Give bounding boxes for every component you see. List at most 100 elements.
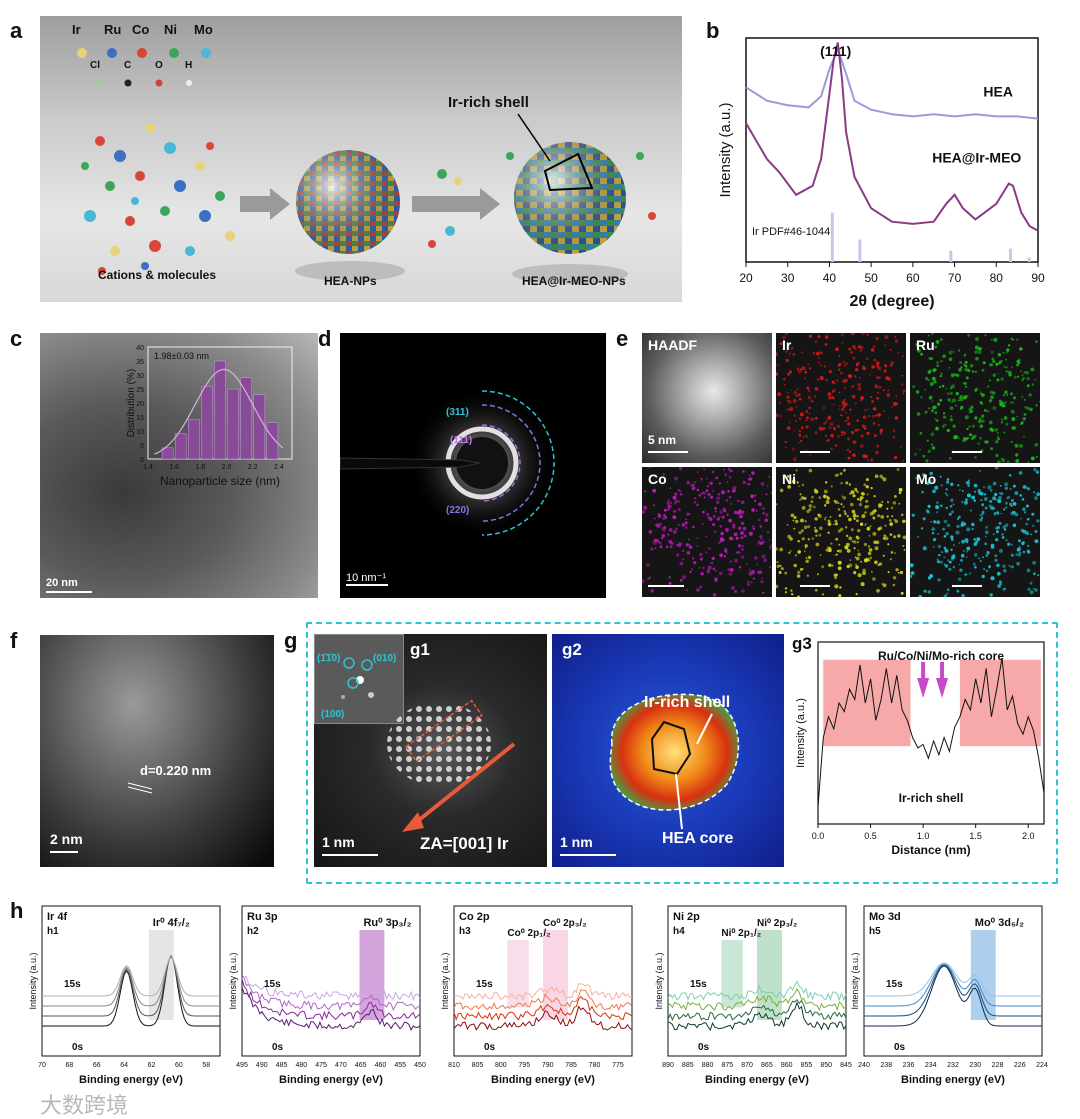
eds-dot xyxy=(866,493,869,496)
eds-dot xyxy=(719,510,723,514)
eds-dot xyxy=(1025,504,1029,508)
eds-dot xyxy=(855,535,859,539)
hist-xtick: 1.6 xyxy=(169,464,179,471)
heatmap-image-g2: g2 Ir-rich shell HEA core 1 nm xyxy=(552,634,784,867)
eds-dot xyxy=(873,509,877,513)
eds-dot xyxy=(945,532,949,536)
eds-dot xyxy=(828,396,832,400)
xps-peak-box-2 xyxy=(721,940,743,1008)
eds-dot xyxy=(659,545,663,549)
eds-dot xyxy=(660,537,664,540)
eds-dot xyxy=(723,555,727,558)
xps-peak-b-label: Co⁰ 2p₃/₂ xyxy=(543,918,587,929)
eds-dot xyxy=(960,559,963,562)
xps-tick-label: 805 xyxy=(472,1062,484,1069)
eds-dot xyxy=(943,563,946,566)
eds-dot xyxy=(793,390,797,395)
eds-dot xyxy=(832,381,835,384)
eds-dot xyxy=(805,557,808,559)
eds-dot xyxy=(986,440,989,444)
eds-dot xyxy=(748,569,751,571)
eds-dot xyxy=(700,572,704,576)
eds-dot xyxy=(1029,590,1034,595)
eds-dot xyxy=(852,494,856,498)
eds-dot xyxy=(937,532,939,535)
eds-dot xyxy=(706,485,709,488)
eds-dot xyxy=(1009,487,1012,491)
eds-dot xyxy=(718,482,721,485)
eds-dot xyxy=(893,455,898,460)
eds-dot xyxy=(1016,363,1019,367)
xps-xlabel: Binding energy (eV) xyxy=(705,1074,809,1086)
synthesis-scheme xyxy=(77,48,656,284)
eds-dot xyxy=(897,572,900,574)
eds-scale-label: 5 nm xyxy=(648,433,677,447)
xps-spectrum xyxy=(42,954,220,1027)
eds-dot xyxy=(1001,360,1003,362)
eds-dot xyxy=(818,357,820,359)
eds-dot xyxy=(958,437,961,440)
eds-dot xyxy=(644,490,647,493)
eds-dot xyxy=(857,345,861,349)
eds-dot xyxy=(982,556,984,559)
eds-dot xyxy=(867,551,872,556)
eds-dot xyxy=(825,481,828,484)
xps-spectrum xyxy=(453,995,633,1021)
eds-dot xyxy=(800,529,804,533)
eds-dot xyxy=(1011,338,1014,341)
eds-dot xyxy=(974,388,978,392)
eds-dot xyxy=(688,543,691,546)
eds-dot xyxy=(696,503,699,507)
eds-dot xyxy=(728,496,732,499)
eds-dot xyxy=(700,477,704,481)
eds-dot xyxy=(973,553,978,557)
eds-dot xyxy=(682,575,686,580)
eds-dot xyxy=(797,393,801,397)
eds-dot xyxy=(755,509,758,512)
g3-tick-label: 0.5 xyxy=(864,831,877,841)
eds-dot xyxy=(1018,539,1021,543)
eds-dot xyxy=(845,411,847,414)
eds-dot xyxy=(652,488,657,493)
eds-dot xyxy=(1026,549,1030,553)
eds-dot xyxy=(791,593,794,596)
panel-f-label: f xyxy=(10,628,18,653)
eds-dot xyxy=(886,507,889,510)
eds-dot xyxy=(734,590,737,593)
eds-dot xyxy=(969,433,973,437)
eds-dot xyxy=(814,387,819,391)
eds-dot xyxy=(712,593,717,597)
eds-dot xyxy=(741,522,744,525)
eds-dot xyxy=(863,483,867,487)
eds-dot xyxy=(1001,536,1005,539)
eds-dot xyxy=(966,493,971,498)
eds-dot xyxy=(940,372,943,375)
eds-dot xyxy=(753,556,758,560)
eds-dot xyxy=(708,547,711,550)
eds-dot xyxy=(810,417,815,422)
eds-dot xyxy=(823,407,825,409)
hist-ytick: 40 xyxy=(136,345,144,352)
g3-arrow-2 xyxy=(936,678,949,698)
eds-dot xyxy=(965,498,968,501)
eds-dot xyxy=(920,396,923,399)
xps-id: h5 xyxy=(869,926,881,937)
eds-dot xyxy=(732,523,736,527)
eds-dot xyxy=(667,508,670,511)
g1-scale-label: 1 nm xyxy=(322,834,355,850)
xps-tick-label: 66 xyxy=(93,1062,101,1069)
eds-dot xyxy=(758,570,763,574)
eds-dot xyxy=(1022,550,1026,554)
g3-arrow-1-shaft xyxy=(921,662,926,680)
eds-dot xyxy=(932,546,935,548)
eds-dot xyxy=(959,408,962,411)
eds-dot xyxy=(917,348,921,353)
eds-dot xyxy=(989,390,994,395)
eds-dot xyxy=(979,401,983,405)
eds-dot xyxy=(865,499,869,503)
eds-dot xyxy=(769,546,772,549)
eds-dot xyxy=(865,357,869,360)
eds-dot xyxy=(871,414,875,418)
eds-dot xyxy=(725,499,729,502)
eds-dot xyxy=(843,386,846,389)
